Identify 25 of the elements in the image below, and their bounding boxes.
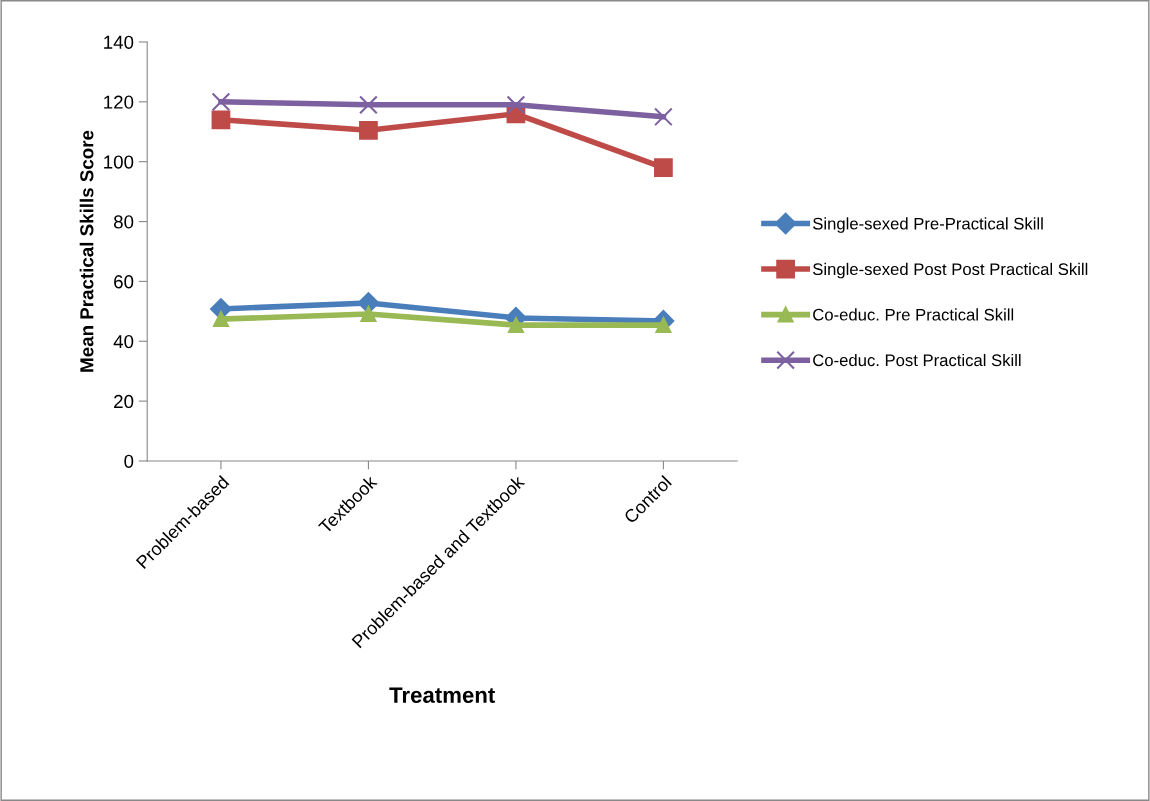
- legend-label: Co-educ. Pre Practical Skill: [813, 308, 1014, 321]
- point: [359, 95, 378, 115]
- y-axis-title: Mean Practical Skills Score: [79, 130, 94, 372]
- point: [506, 95, 526, 115]
- point: [360, 306, 377, 323]
- legend-label: Co-educ. Post Practical Skill: [813, 353, 1021, 367]
- point: [211, 110, 231, 130]
- legend-label: Single-sexed Pre-Practical Skill: [813, 217, 1043, 233]
- point: [507, 317, 524, 334]
- y-tick-label: 120: [104, 95, 134, 109]
- point: [654, 107, 673, 127]
- y-tick-label: 100: [104, 155, 134, 169]
- y-tick-label: 20: [114, 394, 134, 409]
- y-tick-label: 0: [124, 454, 134, 468]
- x-axis-title: Treatment: [389, 687, 496, 703]
- point: [654, 158, 673, 178]
- y-tick-label: 80: [113, 215, 134, 229]
- legend-label: Single-sexed Post Post Practical Skill: [813, 262, 1088, 279]
- point: [212, 311, 229, 328]
- y-tick-label: 60: [114, 275, 134, 289]
- point: [211, 92, 231, 112]
- point: [359, 120, 378, 140]
- y-tick-label: 40: [113, 334, 134, 349]
- point: [655, 317, 672, 334]
- y-tick-label: 140: [104, 35, 134, 49]
